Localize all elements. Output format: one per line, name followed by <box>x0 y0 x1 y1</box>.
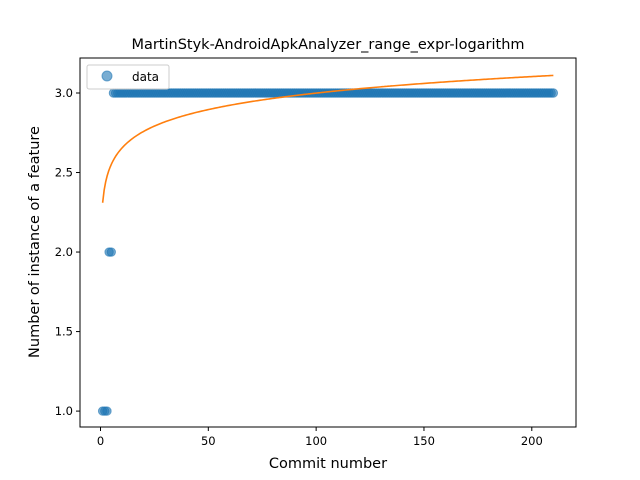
y-tick-label: 2.5 <box>55 166 73 180</box>
x-tick-label: 50 <box>201 434 216 448</box>
fit-curve <box>101 74 554 203</box>
x-tick-label: 100 <box>305 434 327 448</box>
x-tick-label: 150 <box>413 434 435 448</box>
y-tick-label: 1.0 <box>55 404 73 418</box>
axis-ticks: 0 50 100 150 200 1.0 1.5 2.0 2.5 3.0 <box>55 86 543 448</box>
x-axis-label: Commit number <box>269 456 387 472</box>
chart-title: MartinStyk-AndroidApkAnalyzer_range_expr… <box>131 37 524 53</box>
legend: data <box>86 64 170 90</box>
y-tick-label: 3.0 <box>55 86 73 100</box>
y-axis-label: Number of instance of a feature <box>27 126 43 358</box>
legend-label-data: data <box>132 70 159 84</box>
x-tick-label: 0 <box>97 434 104 448</box>
axes-frame <box>79 57 577 428</box>
plot-area <box>97 74 559 416</box>
legend-marker-data <box>101 70 113 82</box>
data-point <box>102 406 112 416</box>
x-tick-label: 200 <box>521 434 543 448</box>
y-tick-label: 1.5 <box>55 325 73 339</box>
y-tick-label: 2.0 <box>55 245 73 259</box>
data-point <box>548 88 559 98</box>
data-point <box>106 247 116 257</box>
